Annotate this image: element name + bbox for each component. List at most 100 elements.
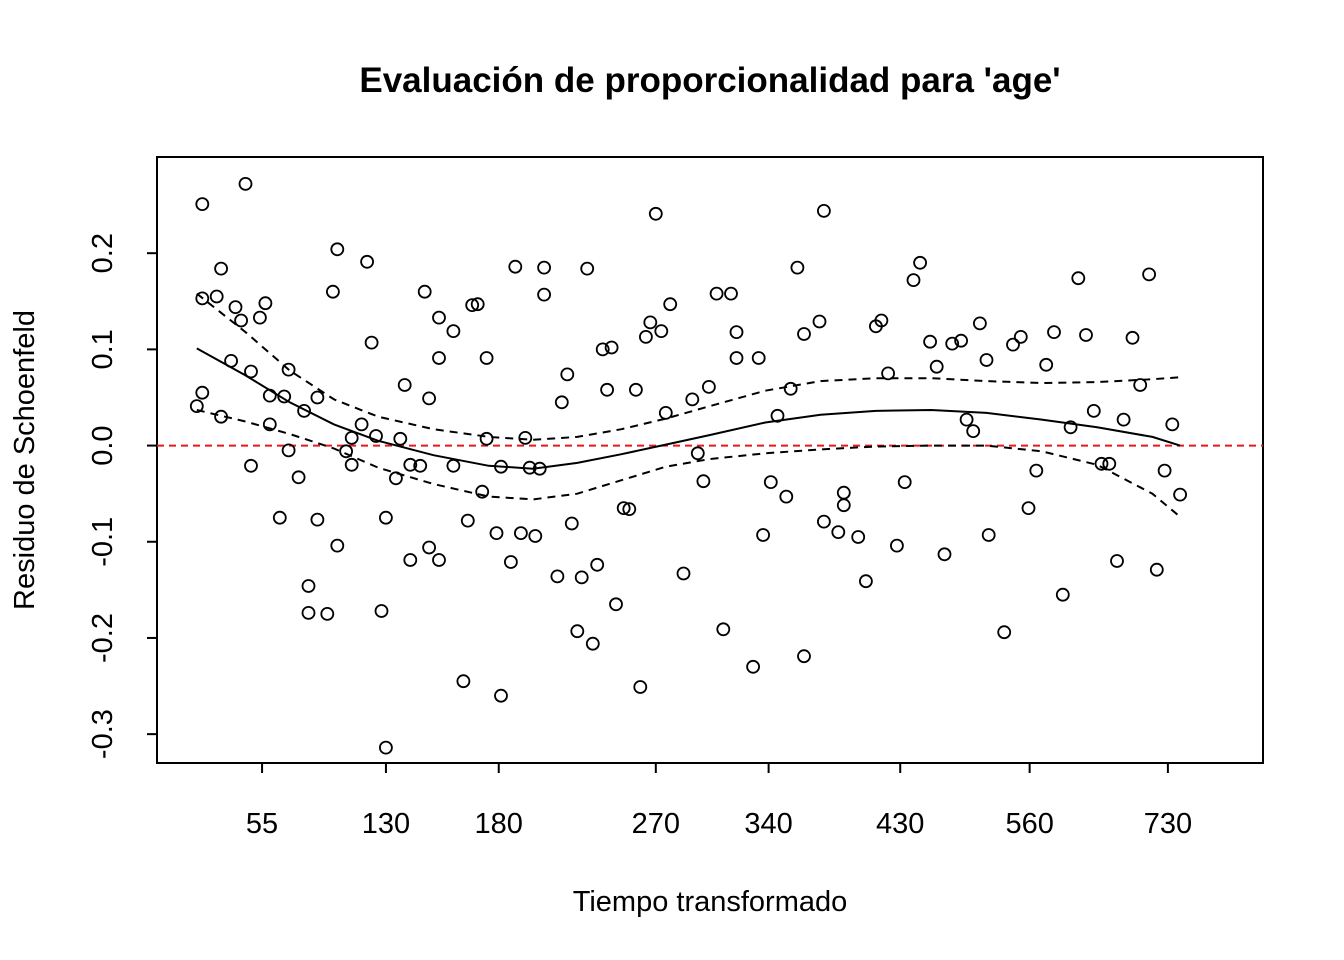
data-point (945, 336, 960, 351)
data-point (320, 607, 335, 621)
plot-frame (156, 156, 1264, 764)
data-point (1173, 487, 1187, 502)
data-point (344, 430, 359, 445)
x-axis: 55 130 180 270 340 430 560 730 (246, 763, 1192, 840)
data-point (874, 313, 889, 328)
data-point (973, 316, 987, 331)
data-point (258, 296, 273, 311)
data-point (456, 674, 471, 689)
data-point (364, 335, 379, 350)
data-point (966, 424, 981, 439)
data-point (310, 512, 325, 527)
data-point (310, 390, 325, 405)
data-point (797, 649, 811, 664)
data-point (1142, 267, 1156, 282)
data-point (532, 461, 547, 476)
data-point (344, 457, 359, 472)
data-point (479, 431, 494, 446)
data-point (1071, 271, 1086, 286)
data-point (369, 429, 383, 443)
data-point (604, 340, 619, 355)
data-point (195, 385, 210, 400)
data-point (1149, 562, 1164, 577)
smoothed-fit-line (196, 347, 1181, 470)
data-point (1094, 456, 1109, 471)
data-point (729, 325, 744, 340)
data-point (214, 409, 229, 424)
y-axis-label: Residuo de Schoenfeld (9, 310, 41, 610)
data-point (929, 359, 944, 374)
data-point (1079, 328, 1093, 342)
data-point (503, 555, 518, 569)
data-point (746, 659, 760, 674)
data-point (609, 597, 623, 612)
x-tick-label: 430 (876, 808, 924, 840)
data-point (388, 471, 403, 486)
data-point (325, 284, 340, 299)
data-point (574, 570, 589, 585)
data-point (756, 528, 770, 542)
data-point (648, 206, 663, 221)
data-point (997, 625, 1012, 640)
x-axis-label: Tiempo transformado (573, 886, 848, 918)
data-point (301, 579, 316, 593)
data-point (209, 289, 224, 304)
data-point (817, 203, 831, 218)
data-point (432, 310, 446, 325)
data-point (897, 475, 912, 490)
data-point (1047, 325, 1061, 340)
data-point (560, 367, 575, 382)
data-point (214, 261, 229, 276)
data-point (770, 408, 785, 423)
data-point (1086, 403, 1101, 418)
data-point (639, 329, 653, 344)
data-points-layer (189, 176, 1187, 755)
data-point (643, 315, 658, 330)
data-point (277, 389, 292, 404)
data-point (1125, 330, 1140, 345)
x-tick-label: 55 (246, 808, 278, 840)
data-point (479, 351, 494, 365)
data-point (1006, 337, 1020, 352)
data-point (790, 260, 805, 275)
data-point (1133, 378, 1148, 392)
data-point (570, 624, 585, 639)
data-point (397, 378, 412, 392)
data-point (981, 528, 996, 542)
data-point (658, 405, 673, 420)
data-point (537, 260, 551, 275)
data-point (374, 604, 389, 618)
data-point (272, 510, 287, 525)
data-point (550, 569, 565, 584)
data-point (297, 403, 312, 418)
data-point (1116, 412, 1131, 427)
data-point (339, 444, 354, 459)
data-point (676, 566, 691, 581)
y-tick-label: 0.0 (87, 425, 119, 465)
fit-lines-layer (196, 292, 1181, 518)
data-point (330, 538, 345, 553)
data-point (224, 353, 239, 368)
data-point (360, 254, 375, 269)
data-point (432, 351, 446, 365)
data-point (654, 324, 669, 339)
data-point (595, 342, 610, 357)
data-point (262, 417, 277, 432)
y-tick-label: 0.1 (87, 329, 119, 369)
data-point (195, 291, 210, 306)
data-point (537, 287, 551, 302)
data-point (432, 553, 446, 567)
x-tick-label: 180 (475, 808, 523, 840)
data-point (763, 475, 778, 490)
data-point (851, 530, 866, 544)
data-point (616, 501, 631, 516)
data-point (281, 362, 296, 377)
data-point (716, 622, 731, 637)
data-point (494, 688, 508, 703)
data-point (600, 382, 614, 397)
data-point (564, 516, 579, 531)
data-point (354, 417, 369, 432)
data-point (783, 381, 798, 396)
data-point (252, 310, 267, 325)
